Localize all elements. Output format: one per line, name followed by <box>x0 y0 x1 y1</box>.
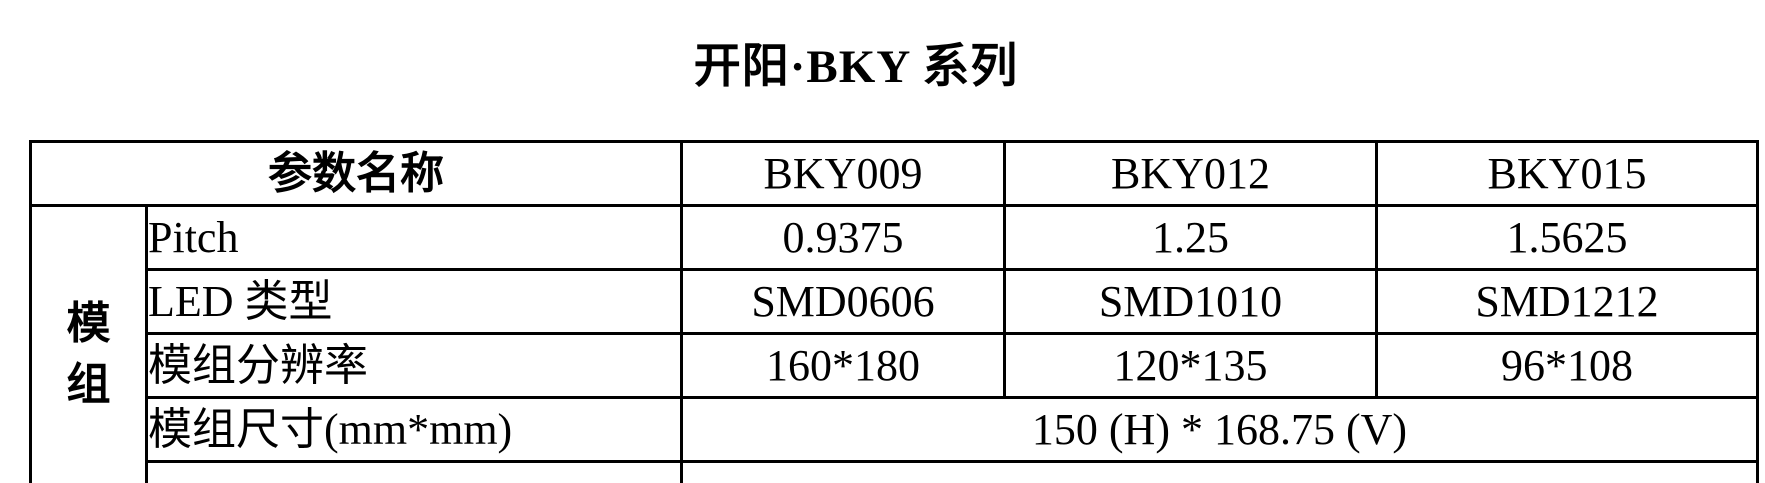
table-header-row: 参数名称 BKY009 BKY012 BKY015 <box>29 140 1759 207</box>
row-label-resolution: 模组分辨率 <box>145 332 683 399</box>
spec-table: 参数名称 BKY009 BKY012 BKY015 模组 Pitch 0.937… <box>29 140 1759 483</box>
cell-led-bky009: SMD0606 <box>680 268 1006 335</box>
model-header-bky015: BKY015 <box>1375 140 1759 207</box>
clipped-value-cell <box>680 460 1759 483</box>
cell-pitch-bky015: 1.5625 <box>1375 204 1759 271</box>
table-row-led-type: LED 类型 SMD0606 SMD1010 SMD1212 <box>31 268 1759 335</box>
cell-pitch-bky009: 0.9375 <box>680 204 1006 271</box>
cell-resolution-bky015: 96*108 <box>1375 332 1759 399</box>
row-label-module-size: 模组尺寸(mm*mm) <box>145 396 683 463</box>
model-header-bky009: BKY009 <box>680 140 1006 207</box>
cell-module-size-merged: 150 (H) * 168.75 (V) <box>680 396 1759 463</box>
table-row-resolution: 模组分辨率 160*180 120*135 96*108 <box>31 332 1759 399</box>
page-title: 开阳·BKY 系列 <box>693 41 1019 93</box>
cell-resolution-bky009: 160*180 <box>680 332 1006 399</box>
row-label-pitch: Pitch <box>145 204 683 271</box>
table-row-module-size: 模组尺寸(mm*mm) 150 (H) * 168.75 (V) <box>31 396 1759 463</box>
cell-led-bky015: SMD1212 <box>1375 268 1759 335</box>
group-cell-module: 模组 <box>29 204 148 483</box>
table-row-pitch: 模组 Pitch 0.9375 1.25 1.5625 <box>29 204 1759 483</box>
cell-resolution-bky012: 120*135 <box>1003 332 1378 399</box>
cell-pitch-bky012: 1.25 <box>1003 204 1378 271</box>
cell-led-bky012: SMD1010 <box>1003 268 1378 335</box>
param-name-header: 参数名称 <box>29 140 683 207</box>
clipped-label-cell <box>145 460 683 483</box>
model-header-bky012: BKY012 <box>1003 140 1378 207</box>
table-row-clipped <box>31 460 1759 483</box>
group-label: 模组 <box>66 298 111 409</box>
row-label-led-type: LED 类型 <box>145 268 683 335</box>
